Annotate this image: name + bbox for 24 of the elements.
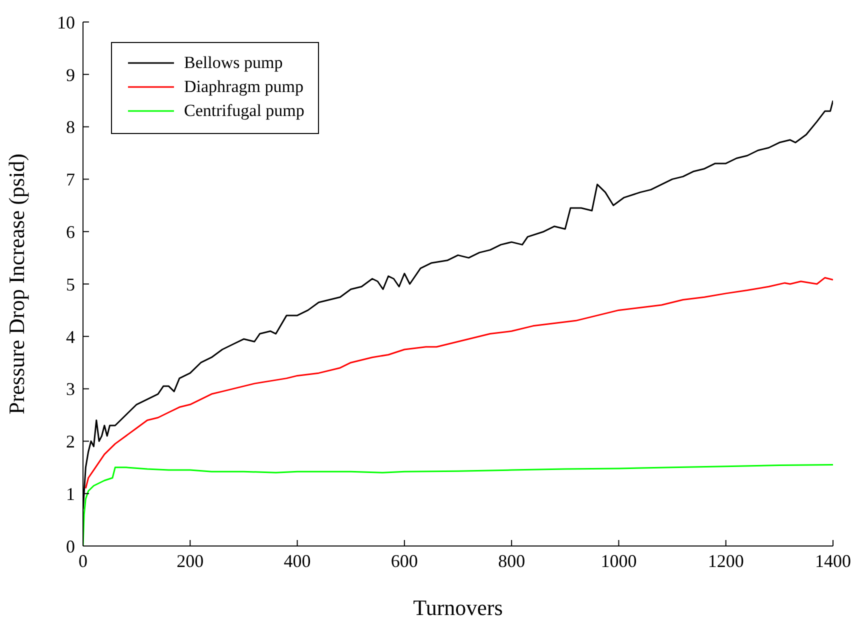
x-tick-label: 1200 xyxy=(708,550,744,571)
y-tick-label: 6 xyxy=(66,222,75,242)
y-tick-label: 2 xyxy=(66,432,75,452)
legend-label: Bellows pump xyxy=(184,53,283,73)
legend-label: Diaphragm pump xyxy=(184,77,304,97)
x-tick-label: 0 xyxy=(78,550,88,571)
y-tick-label: 8 xyxy=(66,117,75,138)
y-tick-label: 5 xyxy=(66,274,75,294)
y-tick-label: 7 xyxy=(66,170,75,190)
x-tick-label: 400 xyxy=(284,550,311,571)
y-tick-label: 9 xyxy=(66,64,75,85)
x-tick-label: 600 xyxy=(390,550,418,571)
legend-label: Centrifugal pump xyxy=(184,101,304,121)
y-tick-label: 3 xyxy=(66,379,75,400)
x-tick-label: 200 xyxy=(176,550,204,571)
x-tick-label: 1400 xyxy=(815,550,851,571)
y-axis-title: Pressure Drop Increase (psid) xyxy=(4,154,29,414)
y-tick-label: 1 xyxy=(66,484,75,504)
x-tick-label: 800 xyxy=(498,550,526,571)
y-tick-label: 0 xyxy=(66,536,75,556)
x-tick-label: 1000 xyxy=(600,550,637,571)
y-tick-label: 4 xyxy=(66,326,75,347)
x-axis-title: Turnovers xyxy=(413,595,503,620)
y-tick-label: 10 xyxy=(57,12,75,32)
